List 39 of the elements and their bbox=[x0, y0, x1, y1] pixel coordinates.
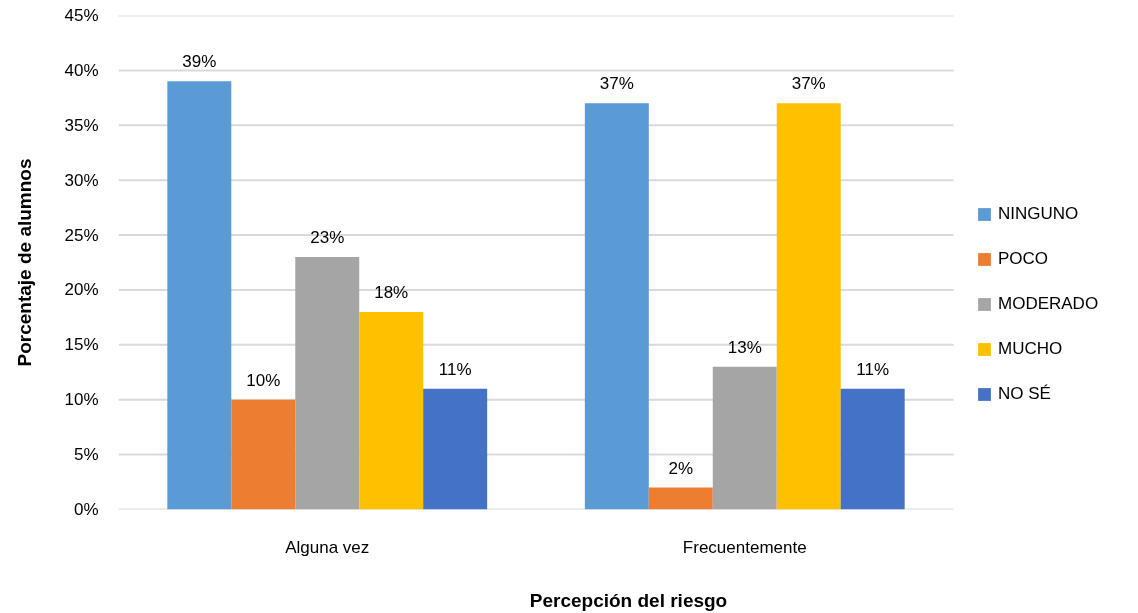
legend-label: NO SÉ bbox=[998, 384, 1051, 404]
bar bbox=[712, 366, 777, 510]
y-tick-label: 45% bbox=[64, 6, 99, 25]
data-label: 13% bbox=[727, 337, 762, 357]
data-label: 39% bbox=[182, 52, 217, 72]
y-tick-label: 10% bbox=[64, 390, 99, 410]
bar bbox=[776, 103, 841, 510]
data-label: 11% bbox=[856, 359, 890, 379]
bar bbox=[231, 399, 296, 510]
y-tick-label: 0% bbox=[73, 500, 99, 519]
bar bbox=[648, 487, 713, 510]
y-tick-label: 5% bbox=[73, 445, 99, 465]
bar bbox=[584, 103, 649, 510]
data-label: 10% bbox=[246, 370, 281, 390]
x-tick-label: Frecuentemente bbox=[682, 537, 807, 557]
data-label: 23% bbox=[310, 228, 345, 248]
legend-label: MUCHO bbox=[998, 339, 1063, 359]
y-tick-label: 40% bbox=[64, 60, 99, 80]
bar bbox=[840, 388, 905, 510]
x-axis-title: Percepción del riesgo bbox=[529, 589, 728, 611]
data-label: 18% bbox=[374, 282, 409, 302]
y-tick-label: 30% bbox=[64, 170, 99, 190]
data-label: 2% bbox=[668, 458, 694, 478]
data-label: 37% bbox=[599, 74, 634, 94]
legend-label: NINGUNO bbox=[998, 204, 1079, 224]
y-tick-label: 35% bbox=[64, 115, 99, 135]
bar bbox=[359, 311, 424, 510]
bar bbox=[423, 388, 488, 510]
data-label: 11% bbox=[438, 359, 472, 379]
legend-label: POCO bbox=[998, 249, 1049, 269]
bar bbox=[167, 81, 232, 510]
legend-label: MODERADO bbox=[998, 294, 1099, 314]
bar bbox=[295, 257, 360, 510]
y-tick-label: 25% bbox=[64, 225, 99, 245]
y-axis-title: Porcentaje de alumnos bbox=[14, 158, 36, 367]
y-tick-label: 15% bbox=[64, 335, 99, 355]
y-tick-label: 20% bbox=[64, 280, 99, 300]
data-label: 37% bbox=[791, 74, 826, 94]
x-tick-label: Alguna vez bbox=[285, 537, 370, 557]
